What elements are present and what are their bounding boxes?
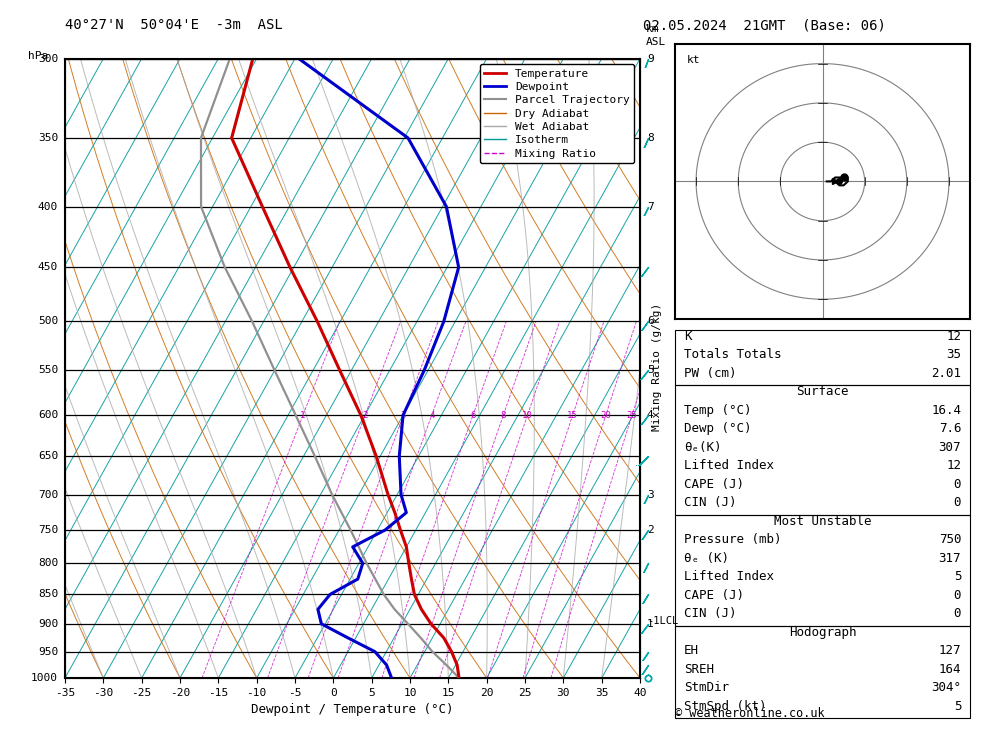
Text: 3: 3: [647, 490, 654, 499]
Text: 400: 400: [38, 202, 58, 212]
Text: 7: 7: [647, 202, 654, 212]
Text: Temp (°C): Temp (°C): [684, 404, 751, 417]
Text: 500: 500: [38, 317, 58, 326]
Bar: [675, 330, 970, 386]
Text: 304°: 304°: [931, 682, 961, 694]
Text: 9: 9: [647, 54, 654, 64]
Text: θₑ(K): θₑ(K): [684, 441, 721, 454]
Text: 20: 20: [600, 410, 611, 420]
Text: 12: 12: [946, 330, 961, 343]
Text: 750: 750: [939, 534, 961, 546]
Text: ASL: ASL: [646, 37, 666, 48]
Text: 300: 300: [38, 54, 58, 64]
Text: 700: 700: [38, 490, 58, 499]
Bar: [675, 515, 970, 626]
Text: hPa: hPa: [28, 51, 48, 61]
Text: 4: 4: [647, 410, 654, 420]
Text: km: km: [646, 24, 660, 34]
Text: 8: 8: [647, 133, 654, 143]
Text: 5: 5: [954, 570, 961, 583]
Text: 1: 1: [300, 410, 306, 420]
Text: Dewp (°C): Dewp (°C): [684, 422, 751, 435]
Text: 0: 0: [954, 478, 961, 491]
Bar: [675, 386, 970, 515]
Text: 600: 600: [38, 410, 58, 420]
Text: 40°27'N  50°04'E  -3m  ASL: 40°27'N 50°04'E -3m ASL: [65, 18, 283, 32]
X-axis label: Dewpoint / Temperature (°C): Dewpoint / Temperature (°C): [251, 703, 454, 716]
Text: -1LCL: -1LCL: [647, 616, 678, 626]
Text: 15: 15: [567, 410, 578, 420]
Text: 800: 800: [38, 559, 58, 568]
Text: Hodograph: Hodograph: [789, 626, 856, 639]
Text: Mixing Ratio (g/kg): Mixing Ratio (g/kg): [652, 303, 662, 430]
Text: 1: 1: [647, 619, 654, 629]
Text: 950: 950: [38, 647, 58, 657]
Text: CAPE (J): CAPE (J): [684, 478, 744, 491]
Text: 0: 0: [954, 496, 961, 509]
Text: PW (cm): PW (cm): [684, 366, 736, 380]
Text: 16.4: 16.4: [931, 404, 961, 417]
Text: 650: 650: [38, 452, 58, 461]
Text: 5: 5: [647, 366, 654, 375]
Text: 3: 3: [401, 410, 406, 420]
Text: Pressure (mb): Pressure (mb): [684, 534, 781, 546]
Bar: [675, 626, 970, 718]
Text: 2.01: 2.01: [931, 366, 961, 380]
Text: 7.6: 7.6: [939, 422, 961, 435]
Text: Surface: Surface: [796, 386, 849, 398]
Text: 2: 2: [647, 525, 654, 535]
Text: 25: 25: [627, 410, 637, 420]
Text: 2: 2: [362, 410, 368, 420]
Text: kt: kt: [687, 55, 700, 65]
Text: 750: 750: [38, 525, 58, 535]
Text: 6: 6: [647, 317, 654, 326]
Text: StmDir: StmDir: [684, 682, 729, 694]
Text: StmSpd (kt): StmSpd (kt): [684, 700, 766, 713]
Text: CIN (J): CIN (J): [684, 608, 736, 620]
Text: CIN (J): CIN (J): [684, 496, 736, 509]
Text: Totals Totals: Totals Totals: [684, 348, 781, 361]
Text: θₑ (K): θₑ (K): [684, 552, 729, 565]
Text: CAPE (J): CAPE (J): [684, 589, 744, 602]
Text: 164: 164: [939, 663, 961, 676]
Text: Lifted Index: Lifted Index: [684, 460, 774, 472]
Text: 8: 8: [501, 410, 506, 420]
Text: 1000: 1000: [31, 673, 58, 683]
Text: 6: 6: [470, 410, 476, 420]
Text: 900: 900: [38, 619, 58, 629]
Text: 317: 317: [939, 552, 961, 565]
Text: SREH: SREH: [684, 663, 714, 676]
Text: 0: 0: [954, 589, 961, 602]
Text: 10: 10: [522, 410, 533, 420]
Text: Most Unstable: Most Unstable: [774, 515, 871, 528]
Text: K: K: [684, 330, 691, 343]
Text: 350: 350: [38, 133, 58, 143]
Text: 02.05.2024  21GMT  (Base: 06): 02.05.2024 21GMT (Base: 06): [643, 18, 886, 32]
Text: 4: 4: [429, 410, 434, 420]
Text: 850: 850: [38, 589, 58, 600]
Text: 450: 450: [38, 262, 58, 272]
Text: 0: 0: [954, 608, 961, 620]
Text: 307: 307: [939, 441, 961, 454]
Text: Lifted Index: Lifted Index: [684, 570, 774, 583]
Legend: Temperature, Dewpoint, Parcel Trajectory, Dry Adiabat, Wet Adiabat, Isotherm, Mi: Temperature, Dewpoint, Parcel Trajectory…: [480, 65, 634, 163]
Text: 127: 127: [939, 644, 961, 658]
Text: 12: 12: [946, 460, 961, 472]
Text: © weatheronline.co.uk: © weatheronline.co.uk: [675, 707, 825, 720]
Text: 35: 35: [946, 348, 961, 361]
Text: 550: 550: [38, 366, 58, 375]
Text: 5: 5: [954, 700, 961, 713]
Text: EH: EH: [684, 644, 699, 658]
